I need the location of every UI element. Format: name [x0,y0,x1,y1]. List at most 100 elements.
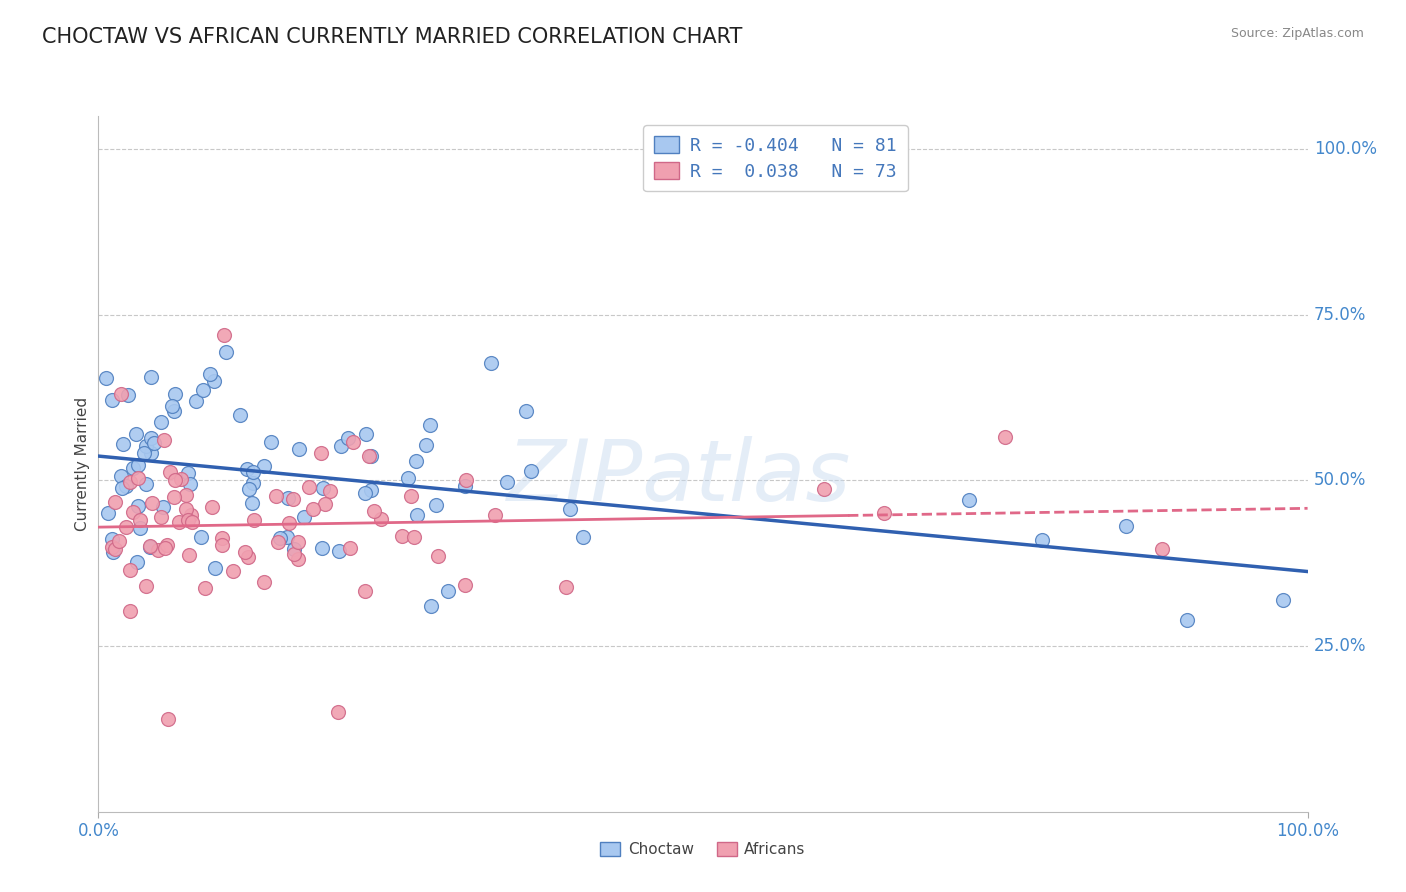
Point [813,483,835,497]
Point [242,476,264,491]
Point [163,387,186,401]
Point [103,545,125,559]
Point [157,712,180,726]
Point [311,541,333,556]
Point [405,454,427,468]
Point [152,500,174,514]
Point [146,542,169,557]
Point [174,501,197,516]
Legend: Choctaw, Africans: Choctaw, Africans [595,836,811,863]
Point [127,500,149,514]
Point [110,387,132,401]
Point [240,496,263,510]
Point [194,581,217,595]
Point [201,500,224,514]
Point [1152,541,1174,556]
Point [520,464,543,478]
Point [202,374,225,388]
Point [94,371,117,385]
Point [419,417,441,432]
Point [143,436,166,450]
Point [330,439,353,453]
Point [122,460,145,475]
Point [229,408,252,422]
Point [115,520,138,534]
Point [277,491,299,505]
Point [233,545,256,559]
Point [399,489,422,503]
Point [404,530,426,544]
Point [139,445,162,459]
Y-axis label: Currently Married: Currently Married [75,397,90,531]
Point [267,534,290,549]
Point [191,383,214,397]
Point [484,508,506,523]
Text: 25.0%: 25.0% [1313,637,1367,655]
Point [110,468,132,483]
Point [120,604,142,618]
Point [127,555,149,569]
Point [128,513,150,527]
Point [204,561,226,575]
Point [107,534,129,549]
Point [314,497,336,511]
Point [159,466,181,480]
Point [238,482,260,496]
Point [994,430,1017,444]
Text: Source: ZipAtlas.com: Source: ZipAtlas.com [1230,27,1364,40]
Point [170,471,193,485]
Point [560,501,582,516]
Point [214,345,236,359]
Point [453,479,475,493]
Point [357,449,380,463]
Point [354,583,377,598]
Text: 75.0%: 75.0% [1313,306,1367,324]
Point [360,483,382,497]
Point [135,439,157,453]
Point [515,404,537,418]
Point [118,563,141,577]
Point [127,458,149,472]
Point [117,388,139,402]
Point [437,584,460,599]
Point [454,578,477,592]
Point [415,437,437,451]
Point [127,471,149,485]
Point [129,521,152,535]
Point [190,530,212,544]
Point [276,530,298,544]
Point [496,475,519,490]
Point [112,437,135,451]
Point [101,540,124,554]
Point [238,549,260,564]
Point [301,502,323,516]
Point [479,356,502,370]
Point [184,393,207,408]
Point [253,458,276,473]
Point [957,493,980,508]
Point [363,504,385,518]
Point [278,516,301,530]
Point [177,466,200,480]
Point [179,477,201,491]
Point [135,477,157,491]
Point [163,490,186,504]
Text: 50.0%: 50.0% [1313,471,1367,490]
Point [328,706,350,720]
Point [236,462,259,476]
Point [211,531,233,545]
Point [103,541,125,556]
Point [121,506,143,520]
Text: ZIPatlas: ZIPatlas [506,436,851,519]
Point [339,541,361,556]
Point [180,508,202,522]
Point [319,483,342,498]
Point [152,433,174,447]
Point [150,415,173,429]
Point [288,442,311,457]
Point [1115,519,1137,533]
Point [360,449,382,463]
Point [176,488,198,502]
Point [1031,533,1053,547]
Point [342,434,364,449]
